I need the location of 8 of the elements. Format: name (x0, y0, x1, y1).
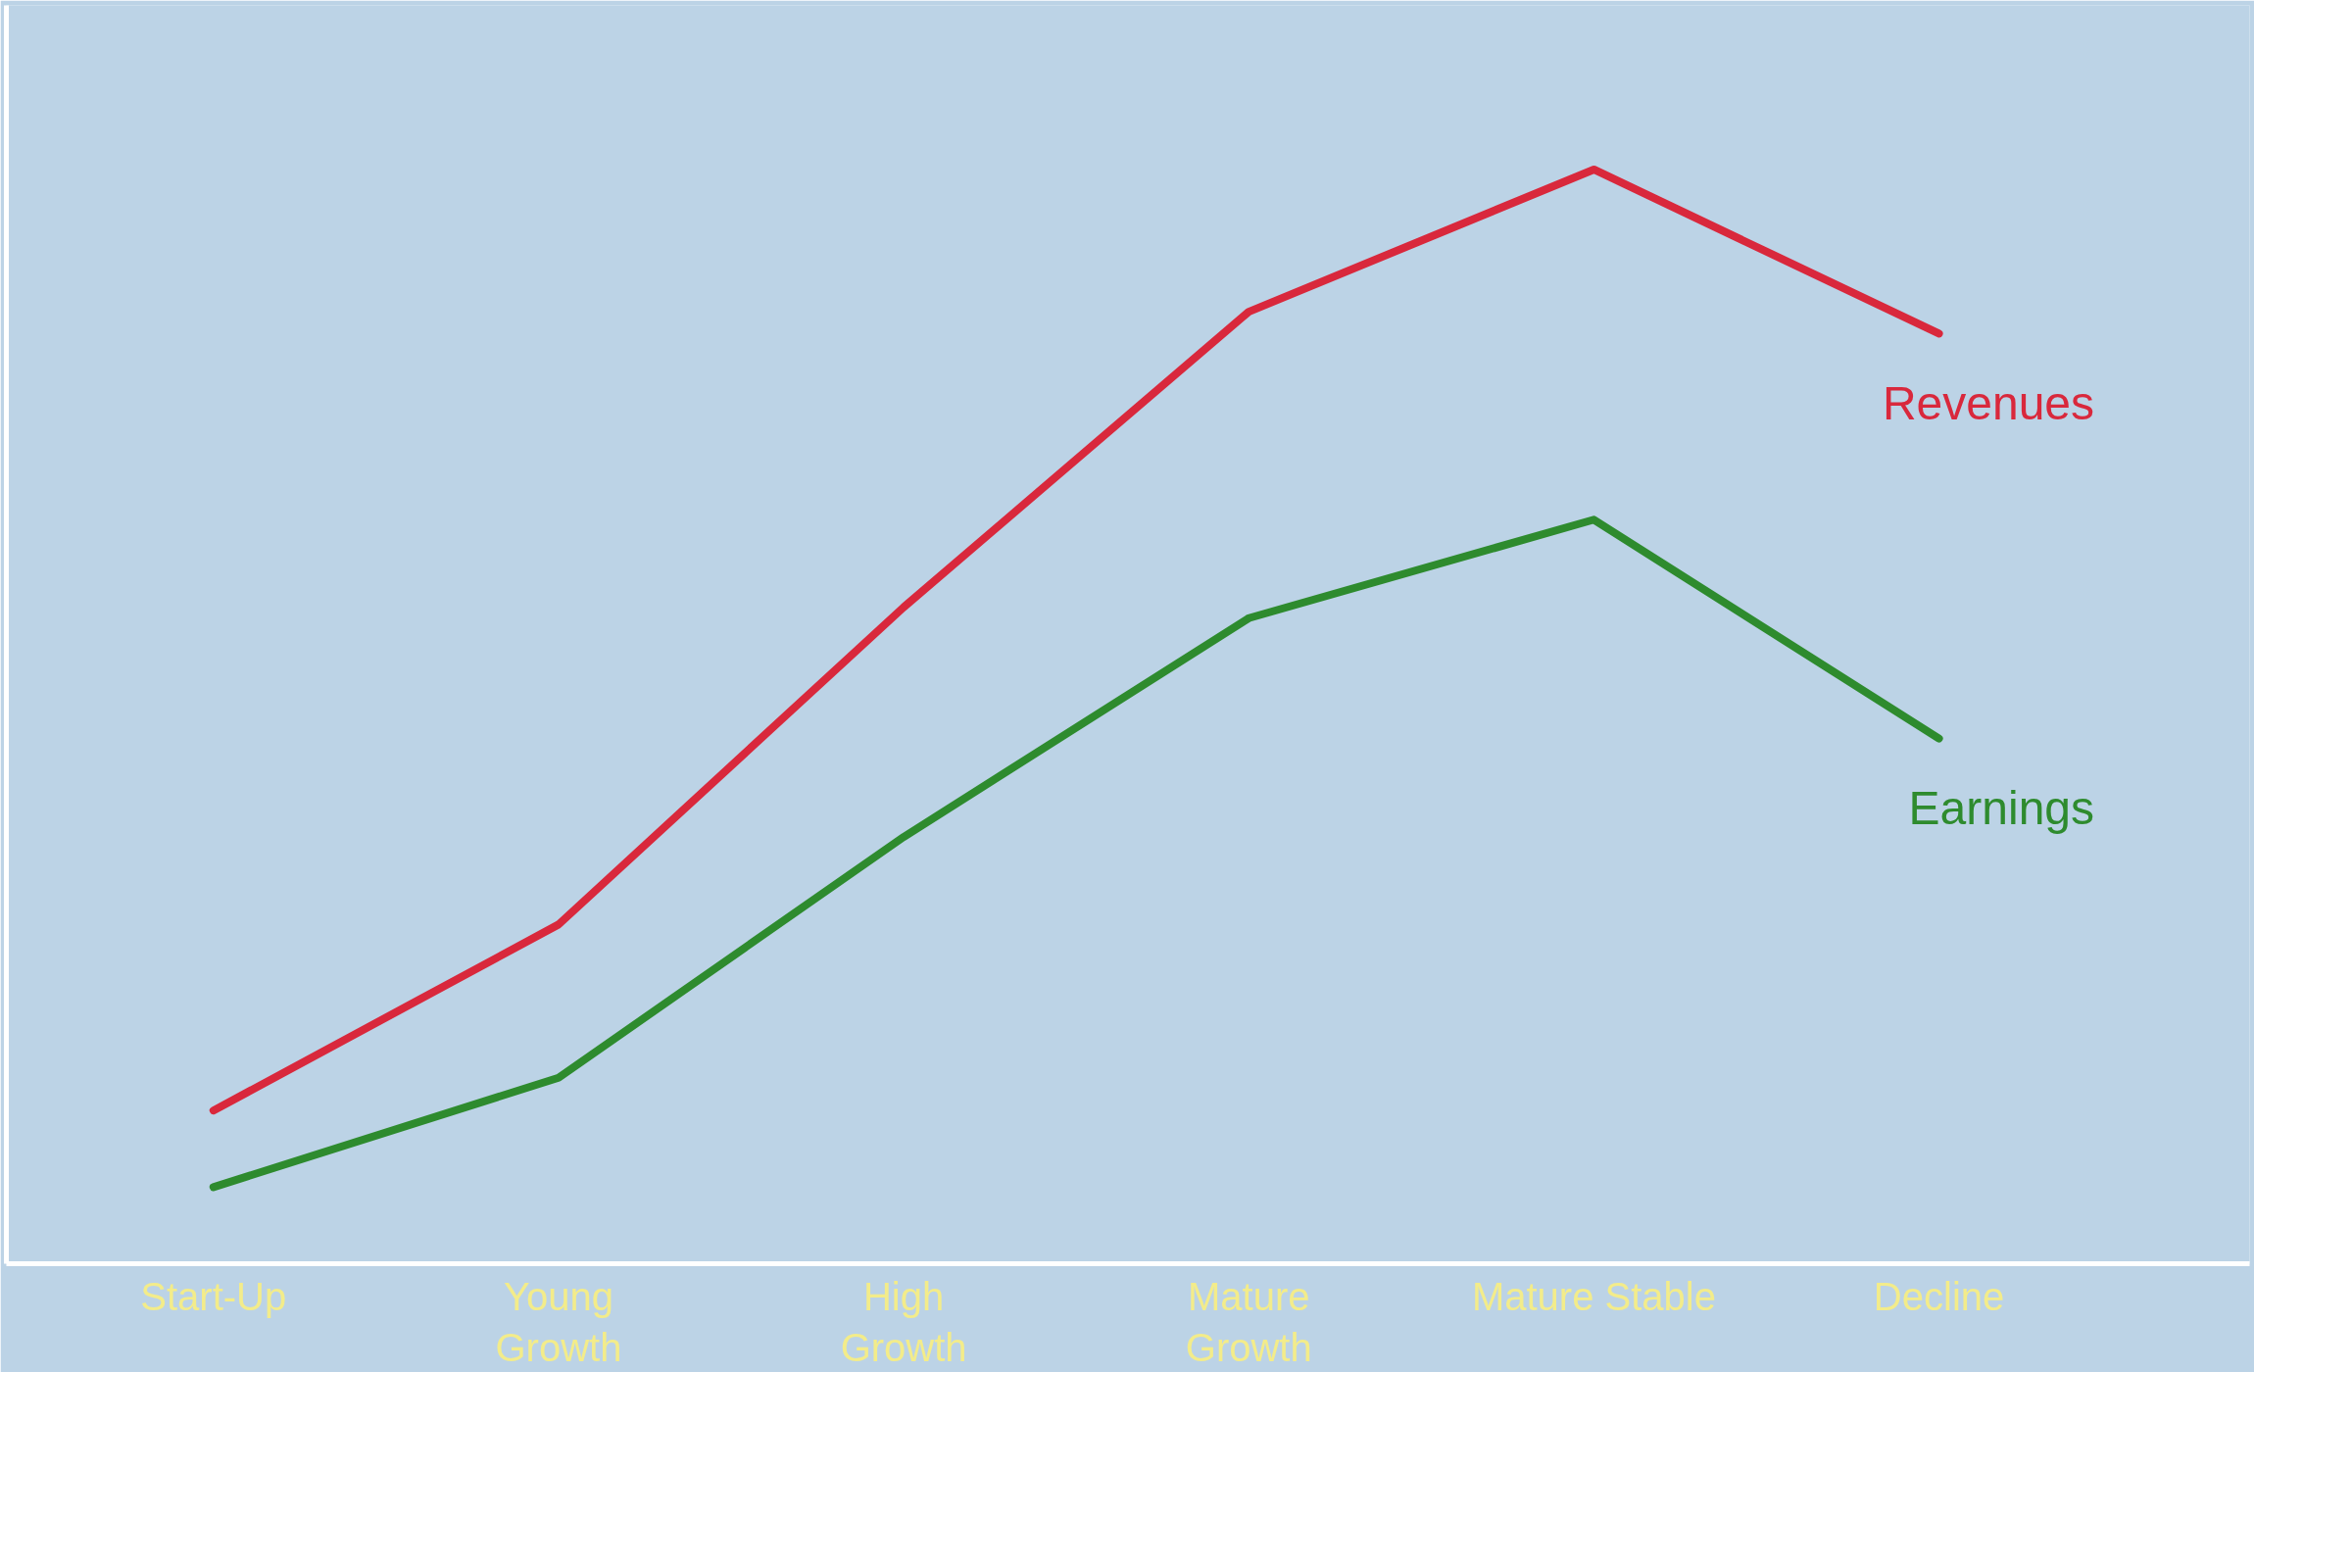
series-label: Revenues (1882, 377, 2095, 430)
x-tick-label: Start-Up (140, 1274, 287, 1318)
x-tick-label: Mature Stable (1471, 1274, 1716, 1318)
x-tick-label: High Growth (840, 1274, 967, 1370)
x-tick-label: Mature Growth (1185, 1274, 1312, 1370)
x-tick-label: Decline (1873, 1274, 2005, 1318)
series-label: Earnings (1908, 782, 2095, 835)
x-tick-label: Young Growth (495, 1274, 622, 1370)
